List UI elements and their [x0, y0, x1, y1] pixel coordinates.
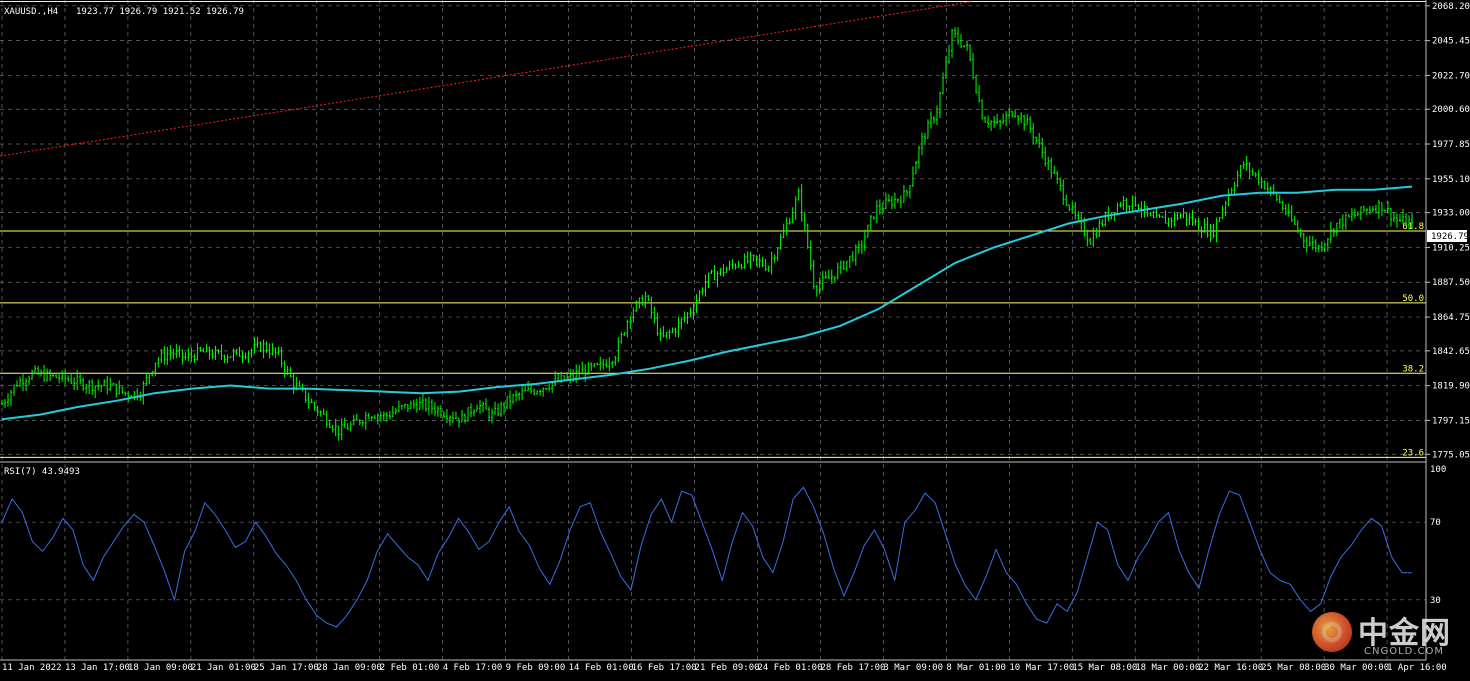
current-price-label: 1926.79 — [1431, 232, 1469, 242]
cngold-logo-icon — [1312, 612, 1352, 652]
time-tick-label: 21 Feb 09:00 — [695, 663, 760, 673]
price-tick-label: 1977.85 — [1432, 140, 1470, 150]
time-tick-label: 18 Mar 00:00 — [1135, 663, 1200, 673]
watermark-en: CNGOLD.COM — [1364, 646, 1445, 657]
time-tick-label: 15 Mar 08:00 — [1072, 663, 1137, 673]
current-price-marker: 1926.79 — [1427, 230, 1469, 242]
time-tick-label: 11 Jan 2022 — [2, 663, 62, 673]
symbol-label: XAUUSD.,H4 — [4, 7, 58, 17]
fibonacci-levels: 100.0 61.8 50.0 38.2 23.6 — [0, 0, 1426, 458]
rsi-tick-label: 70 — [1430, 518, 1441, 528]
time-tick-label: 14 Feb 01:00 — [569, 663, 634, 673]
time-tick-label: 9 Feb 09:00 — [506, 663, 566, 673]
watermark: 中金网 CNGOLD.COM — [1312, 606, 1462, 664]
time-tick-label: 30 Mar 00:00 — [1324, 663, 1389, 673]
price-tick-label: 2068.20 — [1432, 2, 1470, 12]
price-tick-label: 2022.70 — [1432, 71, 1470, 81]
watermark-cn: 中金网 — [1358, 616, 1451, 651]
candle-series — [1, 27, 1413, 441]
price-tick-label: 1955.10 — [1432, 175, 1470, 185]
time-tick-label: 28 Feb 17:00 — [820, 663, 885, 673]
time-tick-label: 13 Jan 17:00 — [65, 663, 130, 673]
time-tick-label: 18 Jan 09:00 — [128, 663, 193, 673]
time-tick-label: 24 Feb 01:00 — [757, 663, 822, 673]
rsi-line — [1, 486, 1413, 628]
trend-line — [0, 1, 973, 157]
time-tick-label: 22 Mar 16:00 — [1198, 663, 1263, 673]
time-tick-label: 4 Feb 17:00 — [443, 663, 503, 673]
rsi-label: RSI(7) 43.9493 — [4, 467, 80, 477]
fib-level-label: 38.2 — [1402, 364, 1424, 374]
rsi-tick-label: 30 — [1430, 596, 1441, 606]
price-tick-label: 1887.50 — [1432, 278, 1470, 288]
price-tick-label: 1933.00 — [1432, 209, 1470, 219]
time-tick-label: 16 Feb 17:00 — [632, 663, 697, 673]
moving-average-line — [1, 185, 1413, 421]
price-tick-label: 1842.65 — [1432, 347, 1470, 357]
time-tick-label: 3 Mar 09:00 — [883, 663, 943, 673]
price-tick-label: 2045.45 — [1432, 37, 1470, 47]
time-tick-label: 2 Feb 01:00 — [380, 663, 440, 673]
rsi-tick-label: 100 — [1430, 465, 1446, 475]
time-tick-label: 25 Jan 17:00 — [254, 663, 319, 673]
price-tick-label: 2000.60 — [1432, 105, 1470, 115]
ohlc-label: 1923.77 1926.79 1921.52 1926.79 — [76, 7, 244, 17]
time-tick-label: 28 Jan 09:00 — [317, 663, 382, 673]
fib-level-label: 61.8 — [1402, 222, 1424, 232]
grid-lines — [0, 0, 1426, 660]
price-tick-label: 1910.25 — [1432, 243, 1470, 253]
price-tick-label: 1819.90 — [1432, 382, 1470, 392]
time-tick-label: 1 Apr 16:00 — [1387, 663, 1447, 673]
price-axis: 2068.20 2045.45 2022.70 2000.60 1977.85 1955.… — [1426, 2, 1470, 460]
fib-level-label: 50.0 — [1402, 294, 1424, 304]
price-tick-label: 1864.75 — [1432, 313, 1470, 323]
time-tick-label: 8 Mar 01:00 — [946, 663, 1006, 673]
time-tick-label: 25 Mar 08:00 — [1261, 663, 1326, 673]
price-tick-label: 1775.05 — [1432, 450, 1470, 460]
price-tick-label: 1797.15 — [1432, 416, 1470, 426]
time-tick-label: 21 Jan 01:00 — [191, 663, 256, 673]
rsi-axis: 100 70 30 — [1430, 465, 1446, 606]
fib-level-label: 23.6 — [1402, 448, 1424, 458]
time-tick-label: 10 Mar 17:00 — [1009, 663, 1074, 673]
fib-level-label: 100.0 — [1397, 0, 1424, 3]
